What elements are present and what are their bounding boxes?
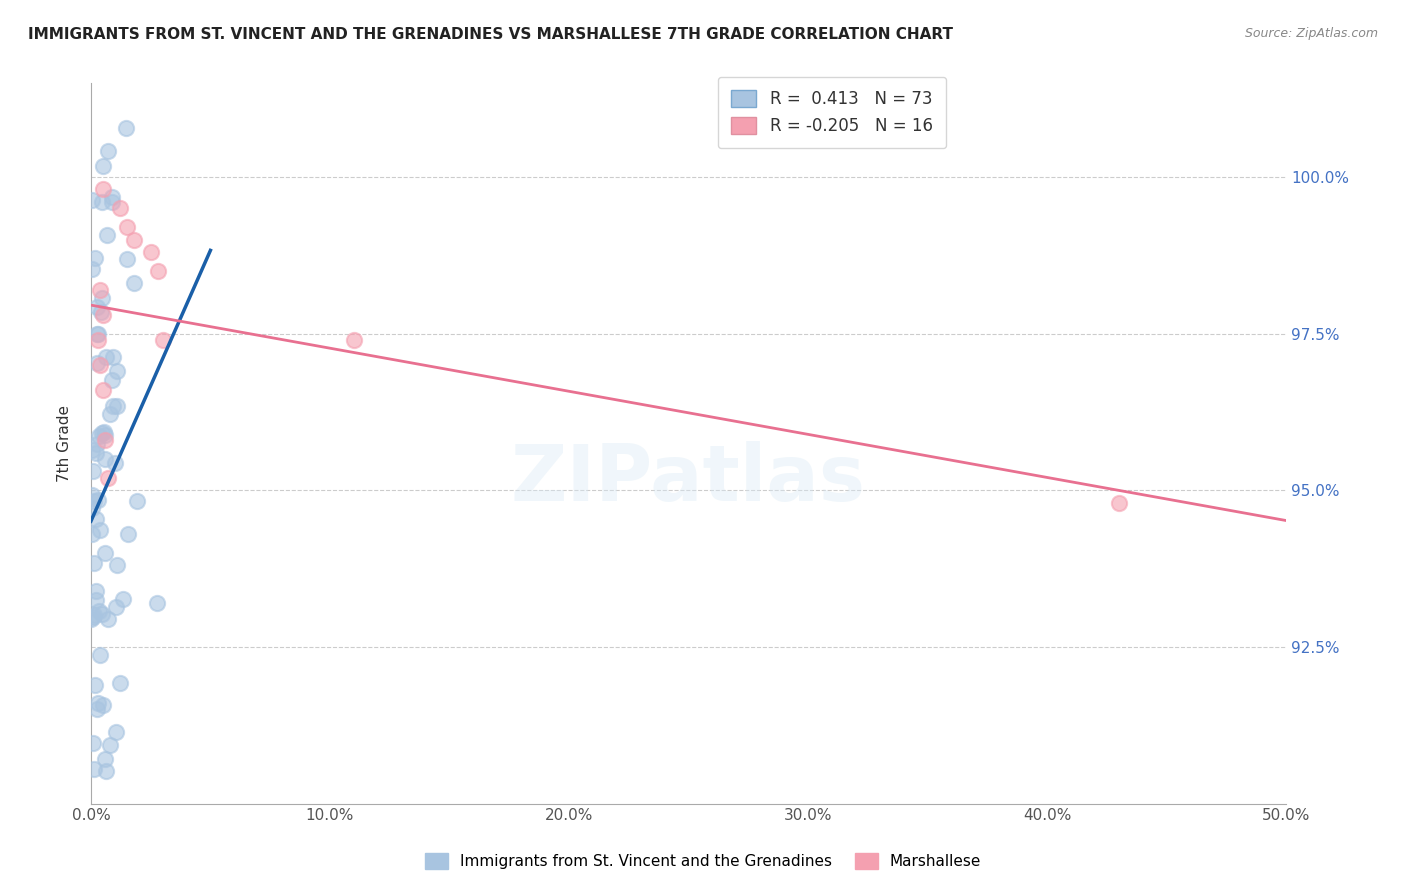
Point: [139, 245, 162, 260]
Point: [117, 527, 139, 541]
Point: [91, 308, 114, 322]
Point: [105, 399, 128, 413]
Point: [96, 227, 118, 242]
Point: [115, 219, 138, 234]
Point: [83, 607, 105, 622]
Point: [80, 612, 103, 626]
Point: [98, 407, 121, 421]
Point: [83, 251, 105, 265]
Point: [97, 471, 120, 485]
Point: [80, 501, 103, 516]
Point: [91, 383, 114, 397]
Point: [84, 678, 107, 692]
Point: [82, 527, 104, 541]
Point: [87, 697, 110, 711]
Point: [84, 592, 107, 607]
Point: [91, 159, 114, 173]
Point: [86, 446, 108, 460]
Point: [101, 373, 124, 387]
Point: [108, 675, 131, 690]
Point: [146, 264, 169, 278]
Point: [89, 429, 111, 443]
Legend: R =  0.413   N = 73, R = -0.205   N = 16: R = 0.413 N = 73, R = -0.205 N = 16: [718, 77, 946, 148]
Point: [104, 456, 127, 470]
Point: [91, 698, 114, 712]
Point: [97, 144, 120, 158]
Point: [1108, 496, 1130, 510]
Point: [122, 277, 145, 291]
Legend: Immigrants from St. Vincent and the Grenadines, Marshallese: Immigrants from St. Vincent and the Gren…: [419, 847, 987, 875]
Point: [86, 436, 108, 450]
Point: [91, 194, 114, 209]
Point: [114, 120, 136, 135]
Point: [98, 738, 121, 752]
Point: [105, 558, 128, 573]
Point: [82, 610, 104, 624]
Point: [86, 356, 108, 370]
Point: [93, 546, 115, 560]
Point: [94, 452, 117, 467]
Text: ZIPatlas: ZIPatlas: [510, 442, 866, 517]
Point: [101, 190, 124, 204]
Point: [86, 301, 108, 315]
Point: [105, 724, 128, 739]
Point: [80, 261, 103, 276]
Point: [125, 494, 148, 508]
Point: [86, 810, 108, 824]
Point: [83, 556, 105, 570]
Point: [84, 583, 107, 598]
Point: [86, 702, 108, 716]
Point: [145, 596, 167, 610]
Point: [104, 600, 127, 615]
Point: [93, 751, 115, 765]
Point: [105, 364, 128, 378]
Point: [82, 812, 104, 826]
Point: [91, 182, 114, 196]
Point: [89, 648, 111, 662]
Point: [83, 494, 105, 508]
Point: [94, 428, 117, 442]
Text: Source: ZipAtlas.com: Source: ZipAtlas.com: [1244, 27, 1378, 40]
Point: [94, 433, 117, 447]
Point: [82, 465, 104, 479]
Point: [87, 333, 110, 347]
Point: [93, 425, 115, 439]
Point: [89, 604, 111, 618]
Point: [91, 291, 114, 305]
Point: [87, 326, 110, 341]
Point: [115, 252, 138, 266]
Y-axis label: 7th Grade: 7th Grade: [58, 405, 72, 482]
Point: [100, 194, 122, 209]
Point: [89, 283, 111, 297]
Point: [80, 488, 103, 502]
Point: [90, 425, 112, 440]
Point: [89, 523, 111, 537]
Point: [152, 333, 174, 347]
Point: [82, 194, 104, 208]
Point: [90, 305, 112, 319]
Point: [82, 736, 104, 750]
Point: [97, 612, 120, 626]
Point: [101, 351, 124, 365]
Point: [90, 607, 112, 621]
Point: [343, 333, 366, 347]
Point: [122, 233, 145, 247]
Text: IMMIGRANTS FROM ST. VINCENT AND THE GRENADINES VS MARSHALLESE 7TH GRADE CORRELAT: IMMIGRANTS FROM ST. VINCENT AND THE GREN…: [28, 27, 953, 42]
Point: [82, 443, 104, 458]
Point: [80, 824, 103, 838]
Point: [108, 201, 131, 215]
Point: [87, 492, 110, 507]
Point: [84, 511, 107, 525]
Point: [94, 350, 117, 364]
Point: [112, 592, 135, 607]
Point: [101, 399, 124, 413]
Point: [86, 326, 108, 341]
Point: [94, 764, 117, 778]
Point: [83, 762, 105, 776]
Point: [89, 358, 111, 372]
